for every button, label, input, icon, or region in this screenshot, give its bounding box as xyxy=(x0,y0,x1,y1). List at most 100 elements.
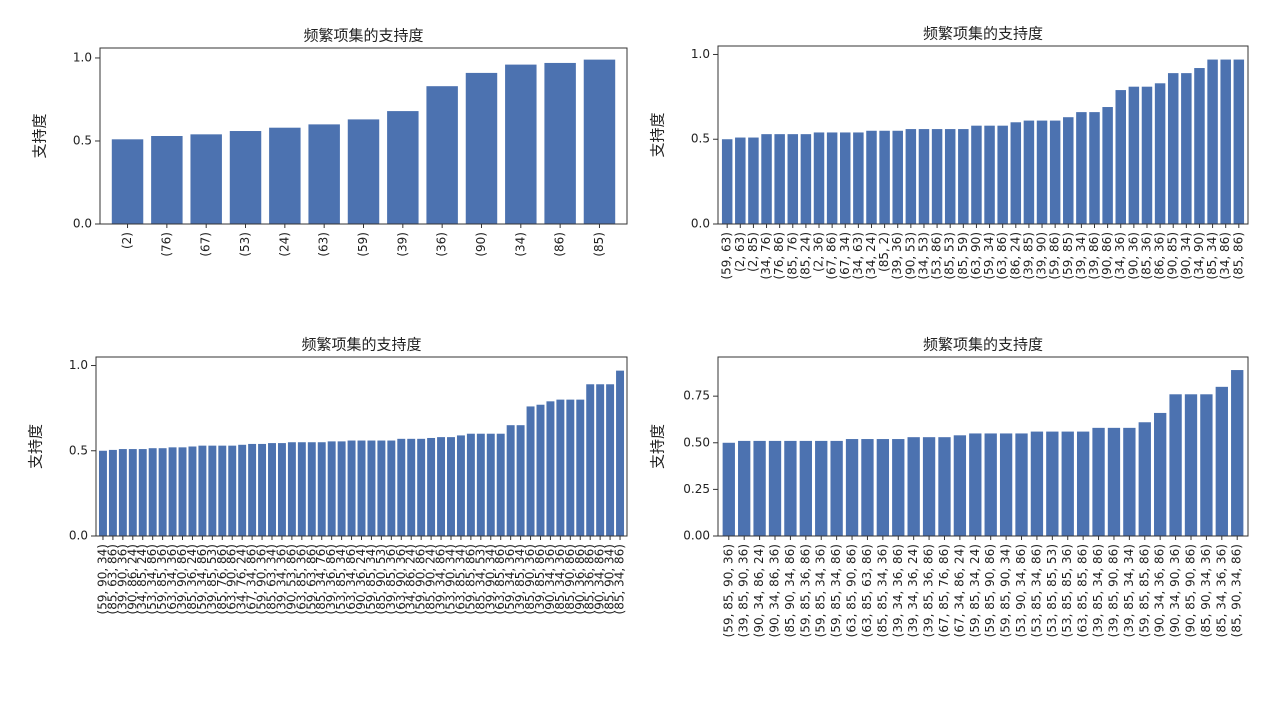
y-tick-label: 0.0 xyxy=(691,217,710,231)
bar xyxy=(1154,412,1167,536)
bar xyxy=(1154,83,1166,225)
chart-title: 频繁项集的支持度 xyxy=(301,336,421,354)
x-tick-label: (34, 63) xyxy=(851,232,865,280)
bar xyxy=(931,129,943,224)
x-tick-label: (2) xyxy=(120,232,134,249)
x-tick-label: (59, 90, 86) xyxy=(414,544,428,614)
x-tick-label: (76) xyxy=(159,232,173,257)
x-tick-label: (59, 90, 34) xyxy=(95,544,109,614)
bar xyxy=(944,129,956,224)
x-tick-label: (85, 90, 24) xyxy=(424,544,438,614)
x-tick-label: (34, 24) xyxy=(864,232,878,280)
chart-title: 频繁项集的支持度 xyxy=(923,336,1043,354)
x-tick-label: (63, 85, 63, 86) xyxy=(860,544,874,637)
x-tick-label: (85, 36) xyxy=(1139,232,1153,280)
bar xyxy=(238,444,247,536)
bar xyxy=(546,401,555,536)
bar xyxy=(997,125,1008,224)
bar xyxy=(922,437,936,536)
x-tick-label: (63, 85, 90, 86) xyxy=(845,544,859,637)
x-tick-label: (59, 85, 86) xyxy=(463,544,477,614)
x-tick-label: (39, 36) xyxy=(890,232,904,280)
bar xyxy=(953,435,967,536)
x-tick-label: (85, 36, 24) xyxy=(185,544,199,614)
x-tick-label: (63, 85, 36) xyxy=(294,544,308,614)
x-tick-label: (59, 85, 85, 86) xyxy=(1137,544,1151,637)
x-tick-label: (2, 36) xyxy=(812,232,826,272)
bar xyxy=(228,445,237,536)
x-tick-label: (24) xyxy=(277,232,291,257)
x-tick-label: (39, 85, 34) xyxy=(513,544,527,614)
x-tick-label: (90, 34, 36) xyxy=(543,544,557,614)
bar xyxy=(151,136,183,224)
bar xyxy=(387,440,396,536)
y-axis-label: 支持度 xyxy=(31,113,49,158)
bar xyxy=(905,129,917,224)
x-tick-label: (63, 85, 85, 86) xyxy=(1076,544,1090,637)
bar xyxy=(1076,112,1087,224)
x-tick-label: (85, 76, 86) xyxy=(215,544,229,614)
bar xyxy=(813,132,825,224)
x-tick-label: (90, 36, 86) xyxy=(573,544,587,614)
x-tick-label: (85, 34, 86) xyxy=(613,544,627,614)
x-tick-label: (59, 85, 90, 34) xyxy=(999,544,1013,637)
bar xyxy=(1231,370,1244,536)
x-tick-label: (39, 34, 86) xyxy=(434,544,448,614)
x-tick-label: (90, 34, 86, 36) xyxy=(768,544,782,637)
bar xyxy=(111,139,144,224)
bar xyxy=(229,131,262,224)
y-tick-label: 1.0 xyxy=(691,47,710,61)
x-tick-label: (90, 86, 24) xyxy=(125,544,139,614)
bar xyxy=(465,72,498,224)
bar xyxy=(606,384,615,536)
bar xyxy=(958,129,969,224)
bar xyxy=(735,137,746,224)
chart-title: 频繁项集的支持度 xyxy=(923,25,1043,43)
bar xyxy=(774,134,785,224)
bar xyxy=(576,399,585,536)
bar xyxy=(596,384,605,536)
bar xyxy=(583,59,616,224)
x-tick-label: (85, 63, 86) xyxy=(105,544,119,614)
bar xyxy=(387,111,419,224)
x-tick-label: (86) xyxy=(553,232,567,257)
x-tick-label: (2, 63) xyxy=(733,232,747,272)
x-tick-label: (39, 34, 36, 24) xyxy=(906,544,920,637)
bar xyxy=(308,124,340,224)
bar xyxy=(999,433,1013,536)
bar xyxy=(536,404,545,536)
bar xyxy=(876,439,890,536)
x-tick-label: (59, 85, 36, 86) xyxy=(798,544,812,637)
bar xyxy=(1030,431,1044,536)
x-tick-label: (85, 59) xyxy=(956,232,970,280)
x-tick-label: (39, 85) xyxy=(1021,232,1035,280)
x-tick-label: (85, 36, 86) xyxy=(583,544,597,614)
bar xyxy=(158,448,167,536)
bar xyxy=(269,127,301,224)
x-tick-label: (39, 90, 36) xyxy=(115,544,129,614)
x-tick-label: (85, 90, 36) xyxy=(523,544,537,614)
bar xyxy=(1128,86,1140,224)
bar xyxy=(787,134,799,224)
x-tick-label: (85, 63, 34) xyxy=(265,544,279,614)
axes-frame xyxy=(99,47,628,225)
x-tick-label: (63, 90, 86) xyxy=(225,544,239,614)
x-tick-label: (85, 34, 53) xyxy=(473,544,487,614)
x-tick-label: (2, 85) xyxy=(746,232,760,272)
x-tick-label: (63, 86) xyxy=(995,232,1009,280)
bar xyxy=(357,440,366,536)
x-tick-label: (90, 34, 86) xyxy=(593,544,607,614)
bar xyxy=(556,399,565,536)
x-tick-label: (85, 90, 86) xyxy=(563,544,577,614)
x-tick-label: (90) xyxy=(474,232,488,257)
bar xyxy=(1076,431,1090,536)
bar xyxy=(892,439,905,536)
x-tick-label: (85, 90, 34, 36) xyxy=(1199,544,1213,637)
x-tick-label: (39, 85, 36, 86) xyxy=(922,544,936,637)
bar xyxy=(1207,59,1218,224)
x-tick-label: (39, 34, 36) xyxy=(274,544,288,614)
bar xyxy=(505,64,537,224)
x-tick-label: (53) xyxy=(238,232,252,257)
x-tick-label: (67, 85, 76, 86) xyxy=(937,544,951,637)
bar xyxy=(367,440,376,536)
